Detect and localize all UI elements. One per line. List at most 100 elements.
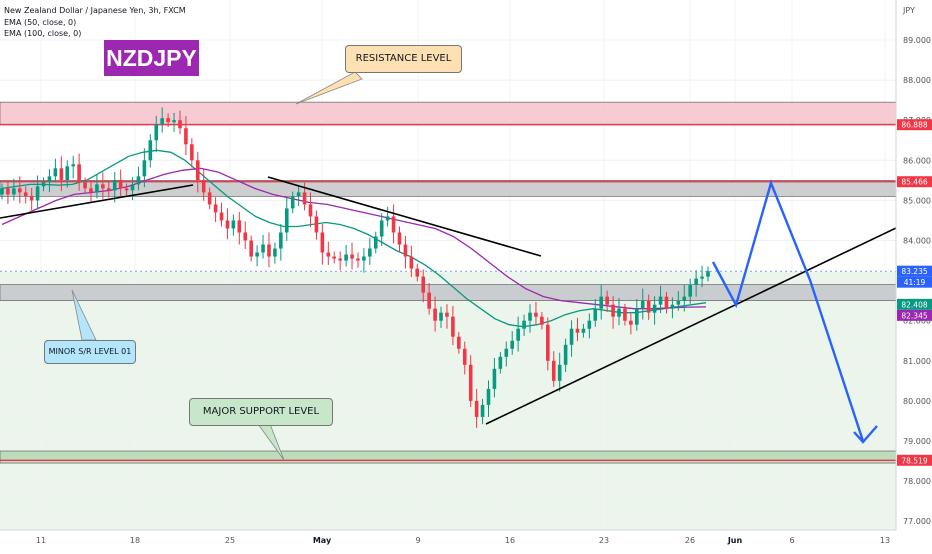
candle-body	[184, 128, 188, 145]
candle-body	[356, 258, 360, 261]
candle-body	[47, 176, 52, 183]
candle-body	[445, 312, 449, 317]
candle-body	[379, 220, 384, 237]
candle-body	[255, 252, 259, 257]
major-support-level-callout: MAJOR SUPPORT LEVEL	[189, 398, 333, 426]
candle-body	[504, 348, 509, 357]
candle-body	[587, 320, 592, 329]
resistance-callout-pointer	[295, 71, 363, 105]
candle-body	[373, 236, 378, 249]
candle-body	[178, 120, 182, 129]
candle-body	[409, 256, 414, 269]
time-axis: 11 18 25 May 9 16 23 26 Jun 6 13	[36, 536, 890, 545]
candle-body	[540, 316, 544, 325]
y-tick-label: 80.000	[903, 397, 931, 406]
zone-major-support	[0, 450, 897, 464]
candle-body	[142, 160, 147, 177]
drawings-layer	[0, 71, 897, 461]
candle-body	[557, 364, 562, 381]
candle-body	[273, 248, 277, 257]
candle-body	[320, 232, 325, 253]
candle-body	[213, 204, 218, 213]
y-tick-label: 86.000	[903, 156, 931, 165]
candle-body	[332, 256, 337, 259]
symbol-title: New Zealand Dollar / Japanese Yen, 3h, F…	[4, 6, 186, 15]
candle-body	[344, 254, 348, 261]
candle-body	[95, 184, 99, 193]
candle-body	[6, 188, 10, 195]
resistance-level-callout: RESISTANCE LEVEL	[345, 45, 462, 73]
candle-body	[403, 244, 408, 257]
y-tick-label: 81.000	[903, 357, 931, 366]
indicator-ema50-label: EMA (50, close, 0)	[4, 18, 77, 27]
candle-body	[237, 220, 242, 233]
candle-body	[12, 188, 16, 195]
price-tag-box	[897, 119, 932, 131]
candle-body	[569, 328, 574, 345]
candle-body	[593, 308, 598, 321]
y-tick-label: 82.000	[903, 317, 931, 326]
candle-body	[41, 182, 46, 187]
candle-body	[385, 216, 390, 221]
candle-body	[629, 320, 633, 325]
candle-body	[154, 124, 159, 141]
y-tick-label: 88.000	[903, 76, 931, 85]
candle-body	[415, 268, 420, 277]
ema-100-line	[1, 167, 707, 310]
x-tick-label: 23	[599, 536, 609, 545]
symbol-badge: NZDJPY	[104, 40, 199, 76]
price-tag-label: 82.345	[901, 311, 927, 320]
candle-body	[195, 160, 200, 181]
candle-body	[664, 296, 669, 309]
y-tick-label: 84.000	[903, 237, 931, 246]
y-tick-label: 77.000	[903, 517, 931, 526]
trendline-early-support	[0, 184, 194, 219]
candle-body	[688, 284, 693, 297]
candle-body	[29, 196, 34, 201]
candle-body	[296, 192, 301, 197]
candle-body	[77, 164, 81, 183]
candle-body	[480, 404, 485, 417]
trendline-ascending-support	[485, 227, 897, 425]
candle-body	[130, 184, 135, 191]
candle-body	[290, 196, 295, 209]
candle-body	[635, 308, 639, 325]
candle-body	[397, 232, 402, 245]
minor-sr-level-callout: MINOR S/R LEVEL 01	[44, 340, 136, 364]
y-tick-label: 79.000	[903, 437, 931, 446]
price-tag-box	[897, 309, 932, 321]
candle-body	[706, 271, 710, 277]
candle-body	[338, 258, 342, 261]
candle-body	[599, 296, 604, 309]
candle-body	[160, 118, 164, 125]
candle-body	[528, 312, 532, 321]
candle-body	[106, 188, 111, 191]
price-tag-box	[897, 298, 932, 310]
price-tag-label: 83.235	[901, 267, 927, 276]
candle-body	[640, 300, 645, 309]
candle-body	[261, 244, 265, 253]
candle-body	[101, 184, 105, 189]
x-tick-label: 11	[36, 536, 46, 545]
candle-body	[451, 316, 455, 337]
candle-body	[421, 276, 426, 293]
candle-body	[219, 212, 224, 221]
grid-lines	[0, 0, 896, 530]
projected-path	[711, 179, 865, 442]
candle-body	[53, 168, 58, 177]
price-tag-label: 41:19	[904, 278, 926, 287]
zone-upper-s/r	[0, 180, 897, 197]
price-tag-label: 78.519	[901, 456, 927, 465]
candle-body	[231, 220, 236, 229]
candle-body	[267, 244, 271, 257]
candle-body	[172, 120, 176, 123]
candle-body	[682, 296, 687, 301]
candle-body	[17, 188, 22, 193]
zone-resistance	[0, 101, 897, 125]
candle-body	[522, 320, 526, 329]
x-tick-label: 13	[880, 536, 890, 545]
candle-body	[581, 328, 586, 333]
y-tick-label: 78.000	[903, 477, 931, 486]
candle-body	[670, 304, 675, 309]
